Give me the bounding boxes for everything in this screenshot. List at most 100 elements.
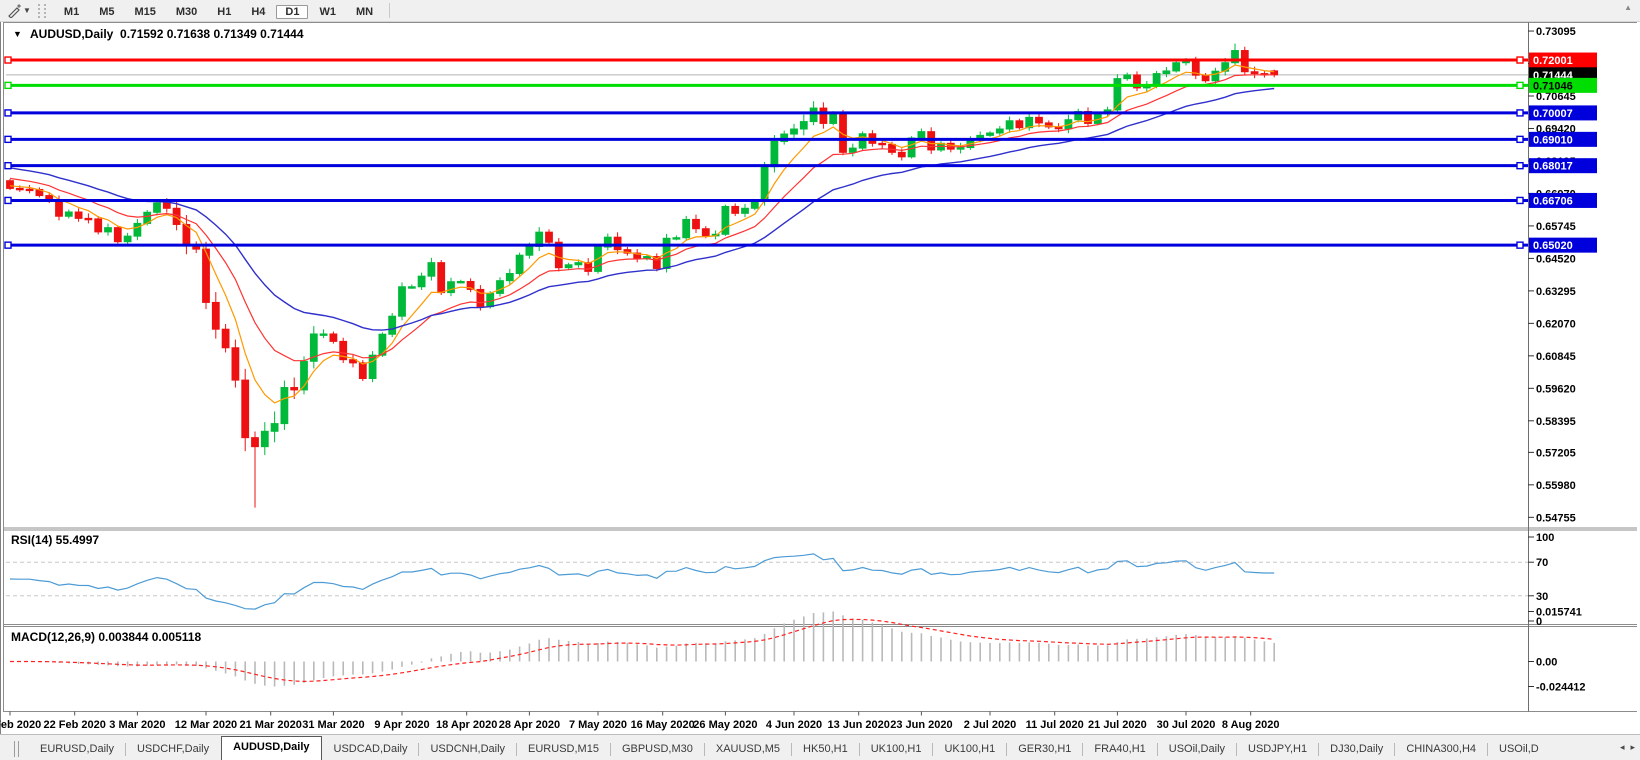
tab-scroll-right-icon[interactable]: ▸ xyxy=(1630,742,1635,752)
price-badge-0.68017-bg xyxy=(1529,158,1597,174)
candle-body xyxy=(417,275,426,288)
candle-body xyxy=(545,231,553,243)
candle-body xyxy=(221,328,230,349)
chart-tab-china300-h4[interactable]: CHINA300,H4 xyxy=(1406,743,1477,755)
hline-anchor[interactable] xyxy=(4,196,12,205)
hline-anchor[interactable] xyxy=(4,109,12,117)
price-axis-label: 0.58395 xyxy=(1536,416,1576,428)
chart-tab-ger30-h1[interactable]: GER30,H1 xyxy=(1018,743,1072,755)
tool-dropdown-caret[interactable]: ▼ xyxy=(23,6,31,15)
timeframe-buttons: M1 M5 M15 M30 H1 H4 D1 W1 MN xyxy=(54,2,383,20)
chart-tab-eurusd-daily[interactable]: EURUSD,Daily xyxy=(40,743,114,755)
candle-body xyxy=(251,437,259,448)
tab-scroll-left-icon[interactable]: ◂ xyxy=(1619,742,1625,752)
candle-body xyxy=(104,227,112,233)
timeframe-button-h1[interactable]: H1 xyxy=(217,5,232,18)
hline-anchor[interactable] xyxy=(1516,135,1524,144)
date-label: 13 Jun 2020 xyxy=(827,719,889,731)
candle-body xyxy=(447,281,455,294)
candle-body xyxy=(1025,116,1034,129)
timeframe-button-w1[interactable]: W1 xyxy=(319,5,336,18)
toolbar-grip[interactable] xyxy=(37,3,46,18)
chart-tab-audusd-daily[interactable]: AUDUSD,Daily xyxy=(221,736,322,760)
chart-tab-usdchf-daily[interactable]: USDCHF,Daily xyxy=(136,743,210,755)
timeframe-button-mn[interactable]: MN xyxy=(355,5,374,18)
draw-tool-icon[interactable] xyxy=(5,3,23,19)
hline-anchor[interactable] xyxy=(4,56,12,64)
hline-anchor[interactable] xyxy=(4,81,12,90)
chart-tab-fra40-h1[interactable]: FRA40,H1 xyxy=(1094,743,1146,755)
tab-divider xyxy=(703,743,705,756)
hline-anchor[interactable] xyxy=(1516,81,1524,90)
hline-anchor[interactable] xyxy=(1516,109,1524,117)
chart-tab-xauusd-m5[interactable]: XAUUSD,M5 xyxy=(715,743,781,755)
hline-0.72001[interactable] xyxy=(4,56,1528,64)
chart-tab-usoil-daily[interactable]: USOil,Daily xyxy=(1168,743,1226,755)
candle-body xyxy=(554,241,563,269)
timeframe-button-m1[interactable]: M1 xyxy=(63,5,80,18)
candle-body xyxy=(64,211,73,217)
candle-body xyxy=(290,387,299,391)
tab-divider xyxy=(1487,743,1489,756)
timeframe-button-d1[interactable]: D1 xyxy=(276,4,309,19)
chart-tab-dj30-daily[interactable]: DJ30,Daily xyxy=(1330,743,1384,755)
timeframe-button-m30[interactable]: M30 xyxy=(175,5,198,18)
candle-body xyxy=(123,235,132,243)
price-badge-resistance-bg xyxy=(1529,52,1597,68)
price-axis-label: 0.64520 xyxy=(1536,253,1576,265)
hline-0.65020[interactable] xyxy=(4,241,1528,249)
candle-body xyxy=(888,143,896,153)
chart-tab-usoil-d[interactable]: USOil,D xyxy=(1499,743,1539,755)
candle-body xyxy=(829,112,838,124)
price-panel-title: AUDUSD,Daily 0.71592 0.71638 0.71349 0.7… xyxy=(30,27,304,41)
rsi-axis-label: 0 xyxy=(1536,616,1542,628)
hline-0.70007[interactable] xyxy=(4,109,1528,117)
candle-body xyxy=(682,218,691,239)
hline-anchor[interactable] xyxy=(1516,161,1524,170)
candle-body xyxy=(84,217,93,221)
tabbar-grip[interactable] xyxy=(14,741,19,757)
hline-anchor[interactable] xyxy=(1516,196,1524,205)
chart-tab-usdcad-daily[interactable]: USDCAD,Daily xyxy=(333,743,408,755)
candle-body xyxy=(368,354,377,380)
date-label: 9 Apr 2020 xyxy=(374,719,429,731)
candle-body xyxy=(407,286,416,289)
hline-0.69010[interactable] xyxy=(4,135,1528,144)
rsi-axis-label: 100 xyxy=(1536,532,1554,544)
timeframe-button-m5[interactable]: M5 xyxy=(99,5,115,18)
chart-tab-eurusd-m15[interactable]: EURUSD,M15 xyxy=(528,743,599,755)
hline-0.68017[interactable] xyxy=(4,161,1528,170)
chart-tab-hk50-h1[interactable]: HK50,H1 xyxy=(803,743,848,755)
candle-body xyxy=(809,107,818,123)
chart-tab-usdjpy-h1[interactable]: USDJPY,H1 xyxy=(1248,743,1308,755)
hline-anchor[interactable] xyxy=(4,241,12,249)
chart-tab-gbpusd-m30[interactable]: GBPUSD,M30 xyxy=(621,743,693,755)
price-badge-0.65020: 0.65020 xyxy=(1529,237,1597,253)
timeframe-button-m15[interactable]: M15 xyxy=(134,5,156,18)
toolbar-overflow-icon[interactable]: ▲ xyxy=(1624,3,1632,12)
candle-body xyxy=(1113,78,1122,111)
chart-tab-bar: EURUSD,Daily USDCHF,Daily AUDUSD,Daily USDC… xyxy=(0,734,1640,760)
price-badge-0.68017: 0.68017 xyxy=(1529,158,1597,174)
hline-anchor[interactable] xyxy=(4,161,12,170)
candle-body xyxy=(378,333,387,356)
rsi-axis-label: 30 xyxy=(1536,591,1548,603)
timeframe-button-h4[interactable]: H4 xyxy=(251,5,266,18)
hline-anchor[interactable] xyxy=(4,135,12,144)
price-badge-0.69010: 0.69010 xyxy=(1529,131,1597,147)
chart-tab-uk100-h1[interactable]: UK100,H1 xyxy=(944,743,996,755)
hline-anchor[interactable] xyxy=(1516,56,1524,64)
hline-anchor[interactable] xyxy=(1516,241,1524,249)
chart-tab-usdcnh-daily[interactable]: USDCNH,Daily xyxy=(430,743,506,755)
price-badge-0.70007-text: 0.70007 xyxy=(1533,108,1573,120)
chart-dropdown-caret[interactable]: ▼ xyxy=(13,29,22,39)
hline-0.66706[interactable] xyxy=(4,196,1528,205)
chart-tab-uk100-h1[interactable]: UK100,H1 xyxy=(870,743,922,755)
macd-axis-label: 0.00 xyxy=(1536,657,1557,669)
hline-0.71046[interactable] xyxy=(4,81,1528,90)
price-badge-0.71046-bg xyxy=(1529,77,1597,93)
date-label: 21 Jul 2020 xyxy=(1088,719,1147,731)
